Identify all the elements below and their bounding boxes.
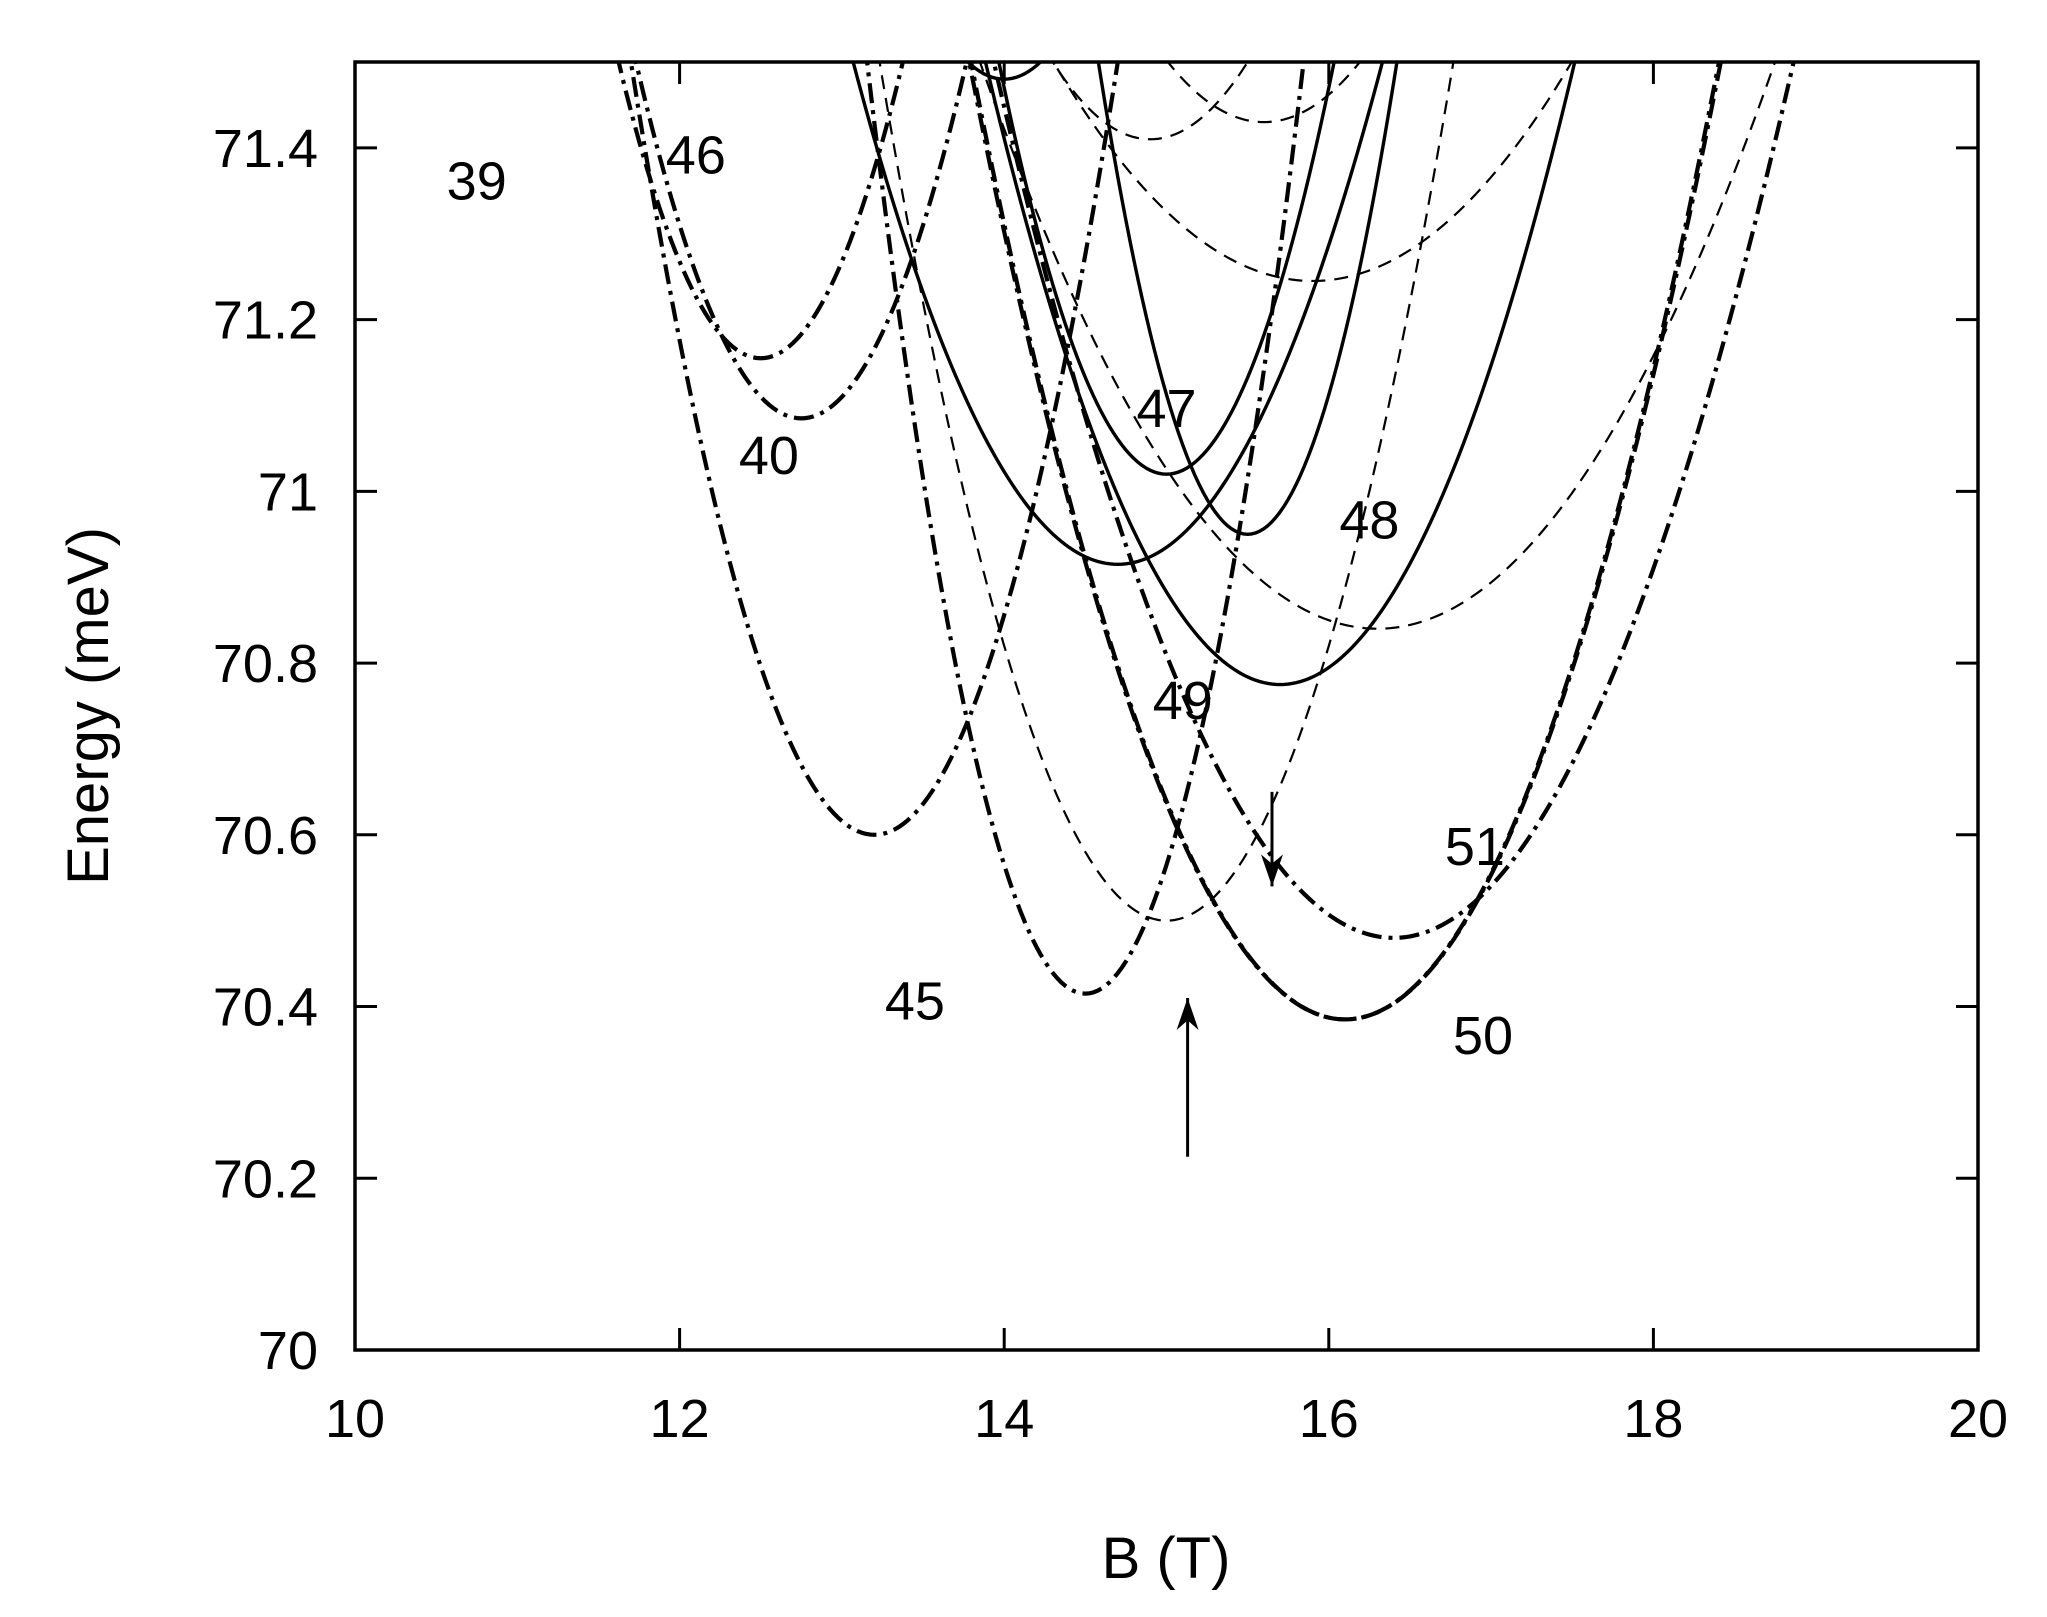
curve-dashed (878, 62, 1455, 922)
plot-frame (353, 60, 1980, 1352)
curve-solid-49 (983, 62, 1577, 687)
curve-label: 49 (1153, 671, 1213, 731)
curve-dashdot (968, 62, 1722, 1022)
y-tick-label: 70.4 (213, 978, 318, 1038)
x-axis-title: B (T) (1102, 1526, 1231, 1591)
y-tick-label: 70.2 (213, 1149, 318, 1209)
curve-dashed (1051, 62, 1249, 141)
curve-label: 50 (1453, 1006, 1513, 1066)
curve-label: 39 (447, 151, 507, 211)
x-tick-label: 20 (1948, 1389, 2008, 1449)
y-tick-label: 70 (258, 1321, 318, 1381)
curve-dashdot-45 (864, 62, 1306, 996)
curve-label: 48 (1339, 491, 1399, 551)
curve-solid (851, 62, 1385, 567)
y-tick-label: 71.4 (213, 119, 318, 179)
x-tick-label: 12 (650, 1389, 710, 1449)
curve-label: 51 (1445, 817, 1505, 877)
x-tick-label: 10 (325, 1389, 385, 1449)
curve-dashed (978, 62, 1777, 630)
curve-label: 47 (1136, 379, 1196, 439)
y-axis-title: Energy (meV) (56, 527, 121, 885)
x-tick-label: 14 (974, 1389, 1034, 1449)
curve-layer (616, 62, 1796, 1022)
curve-label: 40 (739, 426, 799, 486)
curve-label: 45 (885, 971, 945, 1031)
y-tick-label: 70.6 (213, 806, 318, 866)
annotation-layer (1176, 791, 1283, 1157)
curve-solid-48 (1096, 62, 1399, 536)
x-tick-label: 16 (1299, 1389, 1359, 1449)
curve-solid (965, 62, 1043, 81)
curve-solid-47 (997, 62, 1336, 476)
y-tick-label: 71 (258, 462, 318, 522)
arrow-down (1260, 791, 1283, 887)
y-tick-label: 71.2 (213, 291, 318, 351)
x-tick-label: 18 (1623, 1389, 1683, 1449)
curve-label-layer: 39 46 40 47 48 49 51 45 50 (447, 126, 1513, 1066)
tick-label-layer: 10 12 14 16 18 20 70 70.2 70.4 70.6 70.8 71 71.2 71.4 (213, 119, 2008, 1449)
curve-label: 46 (666, 126, 726, 186)
arrow-up (1176, 997, 1199, 1157)
y-tick-label: 70.8 (213, 634, 318, 694)
curve-dashed (1052, 62, 1574, 283)
curve-dashdot (616, 62, 906, 361)
